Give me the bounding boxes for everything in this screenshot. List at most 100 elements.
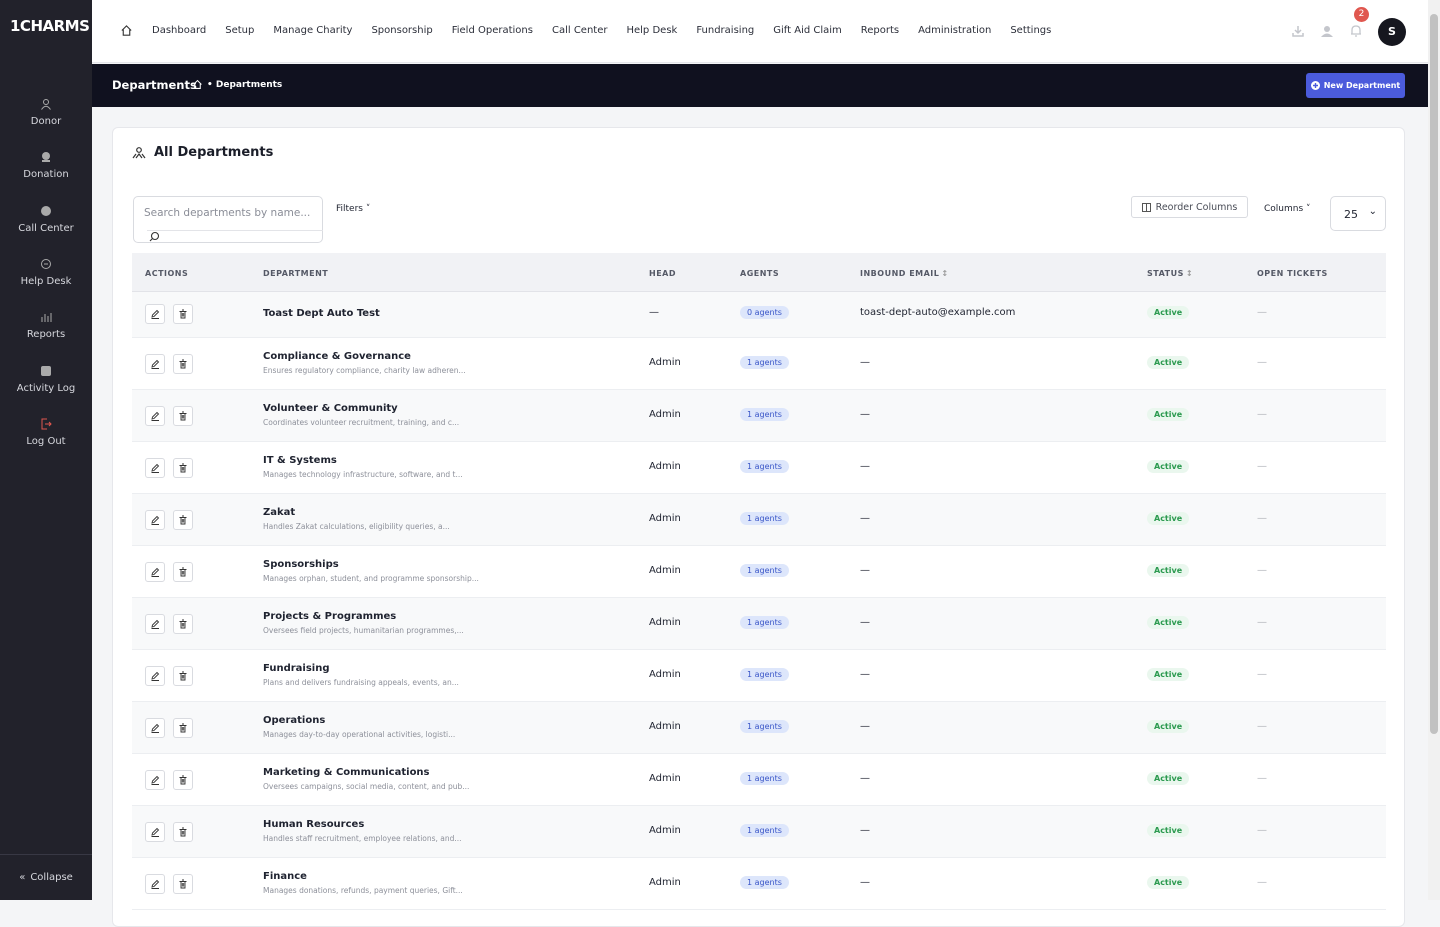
- edit-button[interactable]: [145, 770, 165, 790]
- delete-button[interactable]: [173, 354, 193, 374]
- department-name[interactable]: Operations: [263, 715, 326, 726]
- sidebar-item[interactable]: Activity Log: [0, 365, 92, 394]
- inbound-email: —: [860, 669, 870, 680]
- department-name[interactable]: Zakat: [263, 507, 296, 518]
- search-input[interactable]: Search departments by name...: [133, 196, 323, 243]
- sidebar-icon: [0, 365, 92, 377]
- reorder-columns-button[interactable]: Reorder Columns: [1131, 196, 1248, 218]
- filters-dropdown[interactable]: Filters ˅: [336, 204, 371, 214]
- bell-icon[interactable]: [1349, 24, 1363, 38]
- delete-button[interactable]: [173, 666, 193, 686]
- nav-item[interactable]: Help Desk: [626, 25, 678, 36]
- delete-button[interactable]: [173, 406, 193, 426]
- table-row: Volunteer & Community Coordinates volunte…: [132, 390, 1386, 442]
- department-name[interactable]: Human Resources: [263, 819, 365, 830]
- header-label: ACTIONS: [145, 269, 189, 278]
- home-icon[interactable]: [192, 79, 203, 90]
- sidebar-item[interactable]: Call Center: [0, 205, 92, 234]
- status-badge: Active: [1147, 876, 1190, 889]
- agents-badge: 1 agents: [740, 824, 789, 837]
- home-icon[interactable]: [120, 24, 133, 37]
- column-header[interactable]: INBOUND EMAIL ↕: [860, 269, 949, 278]
- edit-button[interactable]: [145, 718, 165, 738]
- breadcrumb-item[interactable]: • Departments: [207, 79, 283, 90]
- sidebar-item[interactable]: Donation: [0, 151, 92, 180]
- scrollbar[interactable]: [1428, 0, 1440, 900]
- avatar[interactable]: S: [1378, 18, 1406, 46]
- table-row: Human Resources Handles staff recruitment…: [132, 806, 1386, 858]
- edit-button[interactable]: [145, 304, 165, 324]
- edit-button[interactable]: [145, 874, 165, 894]
- department-name[interactable]: IT & Systems: [263, 455, 337, 466]
- agents-cell: 1 agents: [740, 460, 789, 473]
- column-header: DEPARTMENT: [263, 269, 328, 278]
- edit-button[interactable]: [145, 614, 165, 634]
- collapse-button[interactable]: « Collapse: [0, 854, 92, 900]
- department-name[interactable]: Sponsorships: [263, 559, 339, 570]
- department-cell: Operations Manages day-to-day operational…: [263, 715, 455, 739]
- delete-button[interactable]: [173, 718, 193, 738]
- delete-button[interactable]: [173, 770, 193, 790]
- sidebar-item[interactable]: Reports: [0, 311, 92, 340]
- sidebar-item[interactable]: Donor: [0, 98, 92, 127]
- department-name[interactable]: Fundraising: [263, 663, 330, 674]
- department-name[interactable]: Volunteer & Community: [263, 403, 398, 414]
- status-cell: Active: [1147, 460, 1190, 473]
- delete-button[interactable]: [173, 614, 193, 634]
- delete-button[interactable]: [173, 562, 193, 582]
- open-tickets: —: [1257, 513, 1267, 524]
- logo[interactable]: 1CHARMS: [10, 17, 90, 35]
- page-size-select[interactable]: 25 ⌄: [1330, 196, 1386, 231]
- nav-item[interactable]: Reports: [860, 25, 900, 36]
- sidebar-item[interactable]: Log Out: [0, 418, 92, 447]
- edit-button[interactable]: [145, 562, 165, 582]
- new-department-button[interactable]: New Department: [1306, 73, 1405, 98]
- department-name[interactable]: Marketing & Communications: [263, 767, 430, 778]
- scroll-thumb[interactable]: [1430, 14, 1438, 734]
- edit-button[interactable]: [145, 354, 165, 374]
- sidebar-item[interactable]: Help Desk: [0, 258, 92, 287]
- sidebar-icon: [0, 151, 92, 163]
- delete-button[interactable]: [173, 304, 193, 324]
- download-icon[interactable]: [1291, 24, 1305, 38]
- nav-item[interactable]: Setup: [225, 25, 255, 36]
- departments-table: ACTIONS DEPARTMENT HEAD AGENTS INBOUND EMAIL…: [132, 253, 1386, 910]
- delete-button[interactable]: [173, 510, 193, 530]
- edit-button[interactable]: [145, 458, 165, 478]
- nav-item[interactable]: Gift Aid Claim: [773, 25, 842, 36]
- delete-button[interactable]: [173, 458, 193, 478]
- department-name[interactable]: Projects & Programmes: [263, 611, 397, 622]
- department-name[interactable]: Finance: [263, 871, 307, 882]
- nav-item[interactable]: Call Center: [551, 25, 608, 36]
- delete-button[interactable]: [173, 874, 193, 894]
- edit-button[interactable]: [145, 510, 165, 530]
- nav-item[interactable]: Manage Charity: [273, 25, 353, 36]
- nav-item[interactable]: Fundraising: [696, 25, 755, 36]
- delete-button[interactable]: [173, 822, 193, 842]
- user-icon[interactable]: [1320, 24, 1334, 38]
- head: —: [649, 307, 659, 318]
- sidebar-icon: [0, 205, 92, 217]
- nav-item[interactable]: Administration: [918, 25, 992, 36]
- edit-button[interactable]: [145, 666, 165, 686]
- head: Admin: [649, 617, 681, 628]
- edit-button[interactable]: [145, 406, 165, 426]
- inbound-email: —: [860, 513, 870, 524]
- columns-dropdown[interactable]: Columns ˅: [1264, 204, 1311, 214]
- column-header[interactable]: STATUS ↕: [1147, 269, 1193, 278]
- sidebar-label: Activity Log: [16, 382, 76, 394]
- status-badge: Active: [1147, 356, 1190, 369]
- table-row: Zakat Handles Zakat calculations, eligibi…: [132, 494, 1386, 546]
- nav-item[interactable]: Dashboard: [152, 25, 207, 36]
- nav-item[interactable]: Settings: [1010, 25, 1052, 36]
- edit-button[interactable]: [145, 822, 165, 842]
- status-badge: Active: [1147, 772, 1190, 785]
- department-name[interactable]: Toast Dept Auto Test: [263, 308, 380, 319]
- department-description: Manages day-to-day operational activitie…: [263, 730, 456, 739]
- department-name[interactable]: Compliance & Governance: [263, 351, 411, 362]
- agents-badge: 1 agents: [740, 720, 789, 733]
- nav-item[interactable]: Sponsorship: [371, 25, 433, 36]
- nav-item[interactable]: Field Operations: [451, 25, 533, 36]
- agents-badge: 1 agents: [740, 668, 789, 681]
- agents-cell: 0 agents: [740, 306, 789, 319]
